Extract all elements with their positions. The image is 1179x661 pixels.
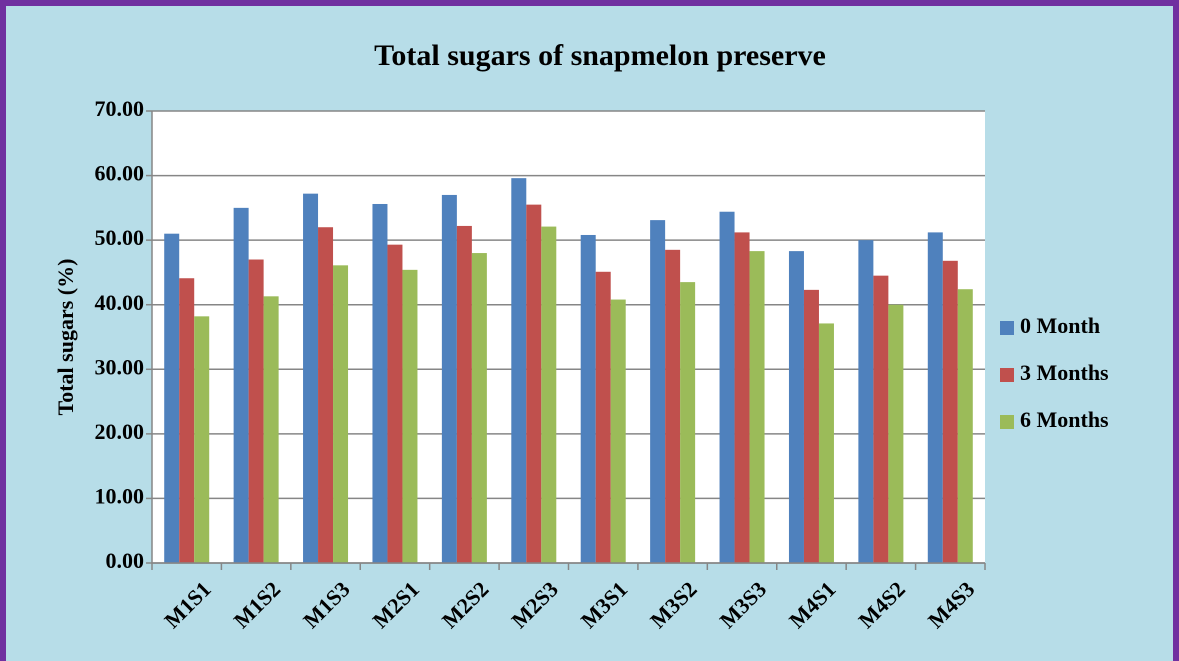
legend-label: 0 Month xyxy=(1020,313,1100,338)
y-tick-label: 0.00 xyxy=(106,548,145,573)
bar xyxy=(233,207,249,563)
bar xyxy=(580,234,596,563)
plot-area xyxy=(152,111,985,563)
bar xyxy=(471,253,487,564)
bar xyxy=(650,220,666,563)
legend-label: 6 Months xyxy=(1020,407,1109,432)
y-tick-label: 40.00 xyxy=(95,290,145,315)
bar xyxy=(372,203,388,564)
bar xyxy=(942,260,958,563)
bar xyxy=(179,278,195,563)
bar xyxy=(595,271,611,563)
bar xyxy=(263,296,279,563)
legend-swatch xyxy=(1000,415,1014,429)
y-axis-title: Total sugars (%) xyxy=(53,259,78,416)
y-tick-label: 50.00 xyxy=(95,225,145,250)
bar xyxy=(387,244,403,564)
bar xyxy=(665,249,681,564)
bar xyxy=(164,233,180,563)
bar xyxy=(749,251,765,563)
y-tick-label: 60.00 xyxy=(95,161,145,186)
bar xyxy=(680,282,696,563)
legend-swatch xyxy=(1000,368,1014,382)
y-tick-label: 20.00 xyxy=(95,419,145,444)
legend-swatch xyxy=(1000,321,1014,335)
bar xyxy=(194,316,210,563)
y-tick-label: 30.00 xyxy=(95,354,145,379)
y-tick-label: 70.00 xyxy=(95,96,145,121)
bar xyxy=(318,227,334,563)
bar xyxy=(333,265,349,563)
bar xyxy=(734,232,750,563)
bar xyxy=(402,269,418,563)
bar xyxy=(803,289,819,563)
bar xyxy=(818,323,834,563)
bar xyxy=(511,178,527,563)
bar xyxy=(788,251,804,563)
bar xyxy=(248,259,264,563)
bar xyxy=(526,204,542,563)
bar xyxy=(719,211,735,563)
y-tick-label: 10.00 xyxy=(95,483,145,508)
bar xyxy=(858,240,874,563)
bar xyxy=(441,194,457,563)
bar xyxy=(888,304,904,563)
chart-title: Total sugars of snapmelon preserve xyxy=(374,39,826,72)
bar xyxy=(541,226,557,563)
bar xyxy=(456,225,472,564)
bar xyxy=(610,299,626,563)
legend-label: 3 Months xyxy=(1020,360,1109,385)
bar xyxy=(303,193,319,563)
bar xyxy=(957,289,973,563)
bar xyxy=(873,275,889,563)
bar xyxy=(927,232,943,563)
